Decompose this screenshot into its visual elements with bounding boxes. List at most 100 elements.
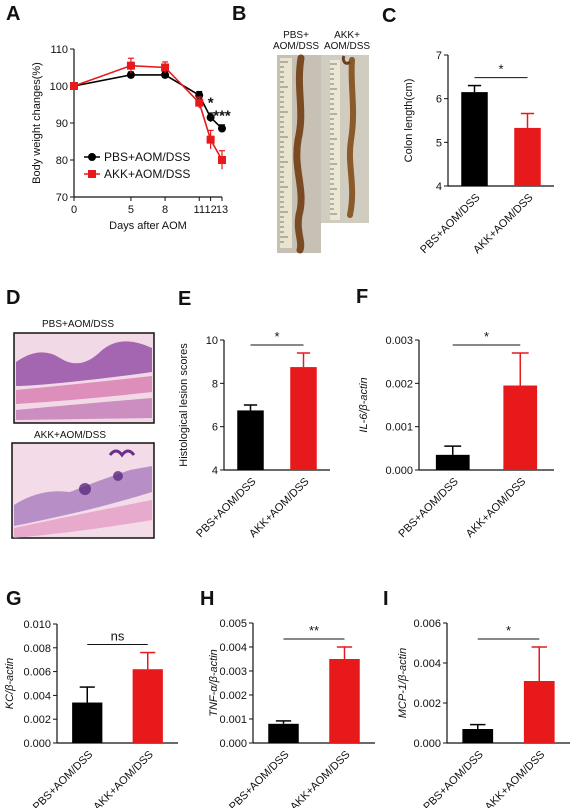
y-tick-label: 0.000	[413, 738, 441, 750]
y-tick-label: 0.003	[385, 335, 413, 347]
y-tick-label: 6	[436, 94, 442, 106]
bar-pbs	[461, 92, 488, 186]
bar-akk	[523, 681, 555, 743]
series-line-akk	[73, 64, 223, 161]
data-point-akk	[195, 98, 204, 107]
category-label: AKK+AOM/DSS	[483, 749, 547, 808]
bar-akk	[329, 659, 360, 743]
body-weight-line-chart: 70 80 90 100 110 0 5 8 11 12 13 Days after AOM Body …	[31, 44, 231, 232]
photo-background-right	[321, 55, 369, 223]
y-axis-label: MCP-1/β-actin	[397, 648, 409, 718]
panel-letter-e: E	[178, 288, 191, 310]
significance-mark: *	[484, 329, 489, 344]
histology-pbs-muscle	[16, 376, 152, 404]
y-tick-label: 4	[436, 181, 442, 193]
significance-mark: **	[309, 623, 319, 638]
y-tick-label: 0.002	[385, 378, 413, 390]
histology-akk-mucosa	[14, 466, 152, 526]
histology-title-akk: AKK+AOM/DSS	[34, 430, 106, 441]
panel-letter-d: D	[6, 287, 20, 309]
category-label: PBS+AOM/DSS	[421, 749, 485, 808]
y-tick-label: 8	[212, 378, 218, 390]
histology-akk-fragment	[108, 449, 136, 458]
x-tick-label: 5	[128, 204, 134, 216]
category-label: PBS+AOM/DSS	[31, 749, 95, 808]
il6-bar-chart: 0.000 0.001 0.002 0.003 PBS+AOM/DSS AKK+AOM/D…	[358, 329, 554, 540]
y-axis-label: KC/β-actin	[4, 658, 16, 710]
y-tick-label: 90	[56, 118, 68, 130]
ruler-right	[330, 60, 340, 220]
histology-akk-crypt	[113, 471, 123, 481]
kc-bar-chart: 0.000 0.002 0.004 0.006 0.008 0.010 PBS+AOM/DS…	[4, 619, 178, 808]
y-tick-label: 0.005	[219, 618, 247, 630]
y-tick-label: 0.000	[385, 465, 413, 477]
significance-mark: *	[274, 329, 279, 344]
mcp1-bar-chart: 0.000 0.002 0.004 0.006 PBS+AOM/DSSAKK+AOM/D…	[397, 618, 570, 808]
panel-letter-a: A	[6, 3, 20, 25]
panel-letter-c: C	[382, 5, 396, 27]
colon-photo: PBS+ AOM/DSS AKK+ AOM/DSS	[273, 30, 370, 254]
x-tick-label: 0	[71, 204, 77, 216]
photo-title-pbs-1: PBS+	[283, 30, 309, 41]
panel-letter-b: B	[232, 3, 246, 25]
y-tick-label: 0.003	[219, 666, 247, 678]
panel-letter-f: F	[356, 286, 368, 308]
photo-title-akk-1: AKK+	[334, 30, 360, 41]
x-tick-label: 12	[204, 204, 216, 216]
category-label: AKK+AOM/DSS	[464, 476, 528, 540]
bar-pbs	[462, 729, 494, 743]
colon-pbs	[293, 54, 305, 254]
y-axis-label: Histological lesion scores	[178, 343, 190, 467]
category-label: PBS+AOM/DSS	[227, 749, 291, 808]
y-tick-label: 6	[212, 422, 218, 434]
y-tick-label: 4	[212, 465, 218, 477]
data-point-pbs	[218, 124, 226, 133]
panel-letter-g: G	[6, 588, 22, 610]
photo-title-pbs-2: AOM/DSS	[273, 41, 319, 52]
significance-mark: *	[498, 62, 503, 77]
bar-pbs	[435, 454, 470, 470]
x-tick-label: 11	[194, 204, 205, 216]
y-tick-label: 0.004	[219, 642, 247, 654]
tnf-bar-chart: 0.000 0.001 0.002 0.003 0.004 0.005 PBS+AOM/DS…	[208, 618, 375, 808]
y-tick-label: 0.008	[23, 643, 51, 655]
data-point-pbs	[126, 70, 135, 79]
bar-akk	[132, 669, 163, 743]
bar-pbs	[237, 410, 264, 470]
colon-akk-end	[341, 55, 351, 65]
y-tick-label: 70	[56, 192, 68, 204]
data-point-akk	[161, 63, 170, 72]
histology-images: PBS+AOM/DSS AKK+AOM/DSS	[11, 319, 155, 539]
y-tick-label: 100	[50, 81, 68, 93]
category-label: PBS+AOM/DSS	[396, 476, 460, 540]
photo-title-akk-2: AOM/DSS	[324, 41, 370, 52]
x-tick-label: 13	[216, 204, 228, 216]
y-axis-label: Body weight changes(%)	[31, 62, 43, 184]
panel-letter-h: H	[200, 588, 214, 610]
x-tick-label: 8	[162, 204, 168, 216]
category-label: AKK+AOM/DSS	[288, 749, 352, 808]
data-point-akk	[206, 135, 215, 144]
y-tick-label: 0.000	[219, 738, 247, 750]
category-label: AKK+AOM/DSS	[91, 749, 155, 808]
data-point-akk	[70, 82, 78, 90]
y-tick-label: 0.001	[219, 714, 247, 726]
y-tick-label: 0.002	[219, 690, 247, 702]
y-tick-label: 110	[50, 44, 68, 56]
bar-akk	[503, 385, 538, 470]
colon-akk	[346, 57, 357, 218]
y-tick-label: 5	[436, 137, 442, 149]
y-tick-label: 0.004	[413, 658, 441, 670]
bar-akk	[290, 367, 317, 470]
significance-mark: ns	[111, 629, 125, 644]
y-tick-label: 0.004	[23, 690, 51, 702]
data-point-pbs	[161, 70, 170, 79]
histology-pbs-serosa	[16, 398, 152, 420]
histology-title-pbs: PBS+AOM/DSS	[42, 319, 114, 330]
y-tick-label: 0.000	[23, 738, 51, 750]
histology-score-bar-chart: 46810PBS+AOM/DSSAKK+AOM/DSS*Histological…	[178, 329, 330, 540]
histology-pbs-mucosa	[16, 341, 152, 386]
bar-pbs	[72, 702, 103, 743]
y-tick-label: 0.002	[23, 714, 51, 726]
